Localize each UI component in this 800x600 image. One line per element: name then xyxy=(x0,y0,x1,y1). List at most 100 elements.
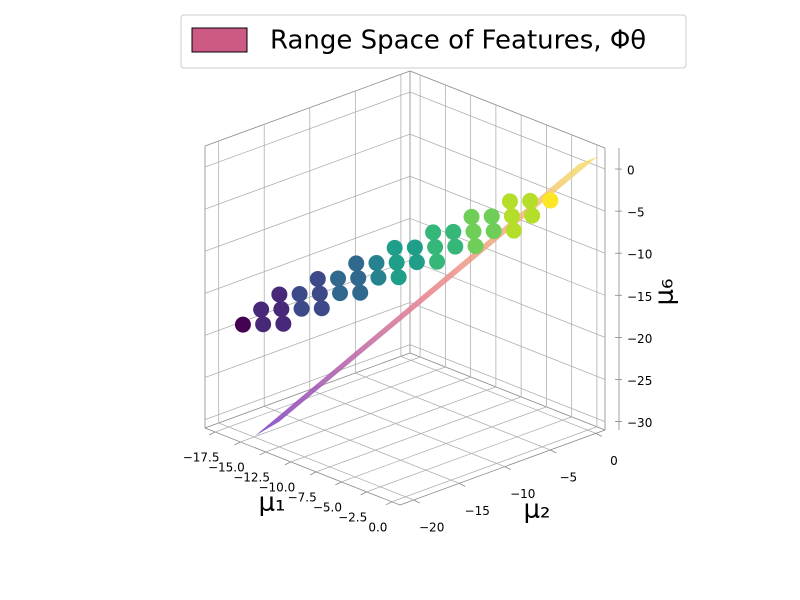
x-tick-label: −17.5 xyxy=(183,450,220,464)
scatter-point xyxy=(427,239,444,256)
grid-line xyxy=(264,405,460,484)
tick-mark xyxy=(208,431,216,436)
x-tick-label: −2.5 xyxy=(338,510,367,524)
grid-line xyxy=(355,372,551,451)
grid-line xyxy=(204,344,411,420)
grid-line xyxy=(204,175,411,252)
grid-line xyxy=(240,366,446,443)
tick-mark xyxy=(504,466,511,471)
grid-line xyxy=(204,217,411,294)
grid-line xyxy=(218,422,414,501)
pane-edge xyxy=(204,352,411,429)
pane-edge xyxy=(409,352,606,431)
scatter-point xyxy=(370,269,387,286)
grid-line xyxy=(366,416,572,493)
scatter-point xyxy=(311,285,328,302)
scatter-point xyxy=(348,255,365,272)
scatter-point xyxy=(467,238,484,255)
grid-line xyxy=(214,356,421,433)
scatter-point xyxy=(503,207,520,224)
scatter-point xyxy=(429,253,446,270)
z-axis-label: μ₆ xyxy=(650,279,680,306)
grid-line xyxy=(341,406,547,483)
x-tick-label: −15.0 xyxy=(208,460,245,474)
scatter-point xyxy=(293,300,310,317)
scatter-point xyxy=(255,316,272,333)
axes: −17.5−15.0−12.5−10.0−7.5−5.0−2.50.0 −20 −1… xyxy=(183,70,652,535)
pane-edge xyxy=(409,70,606,149)
scatter-point xyxy=(425,224,442,241)
grid-line xyxy=(409,133,606,212)
grid-line xyxy=(409,91,606,170)
grid-line xyxy=(409,344,606,422)
scatter-point xyxy=(253,301,270,318)
scatter-point xyxy=(390,269,407,286)
pane-edge xyxy=(204,70,411,147)
x-axis-label: μ₁ xyxy=(259,488,286,518)
scatter-point xyxy=(352,284,369,301)
z-tick-label: −5 xyxy=(627,206,645,220)
tick-mark xyxy=(284,461,292,466)
y-tick-label: −5 xyxy=(559,471,577,485)
pane-edge xyxy=(399,429,606,506)
tick-mark xyxy=(385,501,393,506)
scatter-point xyxy=(234,316,251,333)
scatter-point xyxy=(350,270,367,287)
tick-mark xyxy=(335,481,342,486)
scatter-point xyxy=(331,285,348,302)
z-tick-label: −30 xyxy=(627,416,652,430)
tick-mark xyxy=(309,471,317,476)
scatter-point xyxy=(408,254,425,271)
grid-line xyxy=(316,396,522,473)
z-tick-label: −25 xyxy=(627,374,652,388)
grid-line xyxy=(204,302,411,378)
scatter-point xyxy=(505,222,522,239)
scatter-point xyxy=(447,238,464,255)
x-tick-label: −10.0 xyxy=(258,480,295,494)
z-tick-label: −10 xyxy=(627,248,652,262)
scatter-point xyxy=(309,270,326,287)
y-axis-label: μ₂ xyxy=(524,495,551,525)
scatter-point xyxy=(463,208,480,225)
tick-mark xyxy=(360,491,367,496)
scatter-point xyxy=(275,315,292,332)
legend-patch xyxy=(191,27,248,53)
tick-mark xyxy=(234,441,241,446)
y-tick-label: −10 xyxy=(510,487,535,501)
grid-line xyxy=(290,386,497,463)
pane-edge xyxy=(204,427,401,506)
x-tick-label: −7.5 xyxy=(288,490,317,504)
z-tick-label: 0 xyxy=(627,164,635,178)
tick-mark xyxy=(550,449,557,454)
scatter-point xyxy=(313,300,330,317)
scatter-point xyxy=(445,223,462,240)
tick-mark xyxy=(413,499,420,504)
scatter-point xyxy=(271,286,288,303)
grid-line xyxy=(309,389,505,468)
scatter-point xyxy=(501,193,518,210)
scatter-point xyxy=(465,223,482,240)
z-tick-label: −20 xyxy=(627,332,652,346)
grid-line xyxy=(409,302,606,380)
x-tick-label: −12.5 xyxy=(233,470,270,484)
grid-line xyxy=(409,260,606,338)
tick-mark xyxy=(259,451,266,456)
scatter-point xyxy=(485,223,502,240)
scatter-point xyxy=(522,192,539,209)
scatter-point xyxy=(524,207,541,224)
scatter-point xyxy=(291,286,308,303)
legend-label: Range Space of Features, Φθ xyxy=(270,26,646,56)
y-tick-label: −15 xyxy=(465,504,490,518)
grid-line xyxy=(409,217,606,296)
tick-mark xyxy=(459,482,466,487)
z-tick-label: −15 xyxy=(627,290,652,304)
grid-line xyxy=(204,133,411,210)
legend xyxy=(180,14,687,69)
scatter-point xyxy=(386,239,403,256)
grid-line xyxy=(204,91,411,168)
tick-mark xyxy=(595,432,603,437)
grid-line xyxy=(265,376,471,453)
y-tick-label: 0 xyxy=(610,454,618,468)
scatter-point xyxy=(406,239,423,256)
